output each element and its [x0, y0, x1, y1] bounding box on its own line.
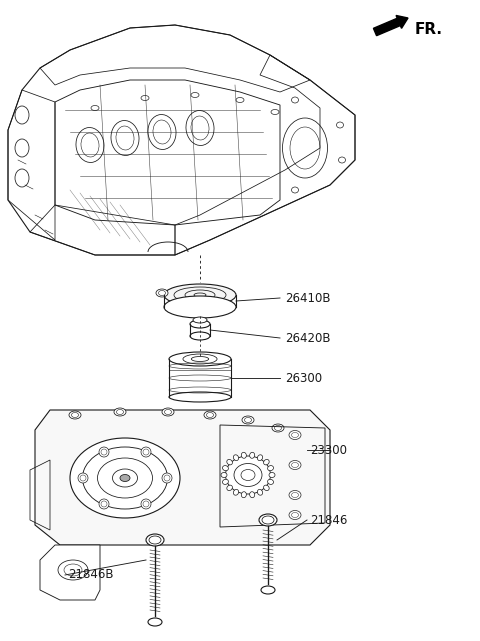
Ellipse shape — [69, 411, 81, 419]
Ellipse shape — [241, 492, 246, 497]
Ellipse shape — [289, 460, 301, 469]
Ellipse shape — [250, 453, 255, 458]
Ellipse shape — [236, 97, 244, 103]
Text: 21846B: 21846B — [68, 569, 113, 581]
Ellipse shape — [226, 456, 271, 494]
Ellipse shape — [223, 465, 228, 470]
Ellipse shape — [227, 460, 232, 465]
Ellipse shape — [241, 453, 246, 458]
Ellipse shape — [114, 408, 126, 416]
Ellipse shape — [242, 416, 254, 424]
Text: 26300: 26300 — [285, 372, 322, 385]
Ellipse shape — [336, 122, 344, 128]
Ellipse shape — [289, 490, 301, 499]
Ellipse shape — [259, 514, 277, 526]
Polygon shape — [35, 410, 330, 545]
Ellipse shape — [233, 490, 239, 495]
Ellipse shape — [204, 411, 216, 419]
Ellipse shape — [15, 169, 29, 187]
Ellipse shape — [190, 332, 210, 340]
Ellipse shape — [291, 97, 299, 103]
Polygon shape — [40, 545, 100, 600]
Text: 26420B: 26420B — [285, 331, 331, 344]
Text: 23300: 23300 — [310, 444, 347, 456]
Ellipse shape — [148, 618, 162, 626]
Circle shape — [99, 447, 109, 457]
Ellipse shape — [269, 472, 275, 478]
Ellipse shape — [227, 485, 232, 490]
Ellipse shape — [338, 157, 346, 163]
Ellipse shape — [70, 438, 180, 518]
Ellipse shape — [261, 586, 275, 594]
Text: 26410B: 26410B — [285, 292, 331, 304]
Ellipse shape — [221, 472, 227, 478]
Ellipse shape — [120, 474, 130, 481]
Circle shape — [99, 499, 109, 509]
Ellipse shape — [191, 92, 199, 97]
Ellipse shape — [268, 479, 274, 485]
Text: FR.: FR. — [415, 22, 443, 37]
Ellipse shape — [271, 110, 279, 115]
Ellipse shape — [156, 289, 168, 297]
Ellipse shape — [268, 465, 274, 470]
Circle shape — [141, 499, 151, 509]
Ellipse shape — [193, 317, 207, 323]
Ellipse shape — [291, 187, 299, 193]
Ellipse shape — [146, 534, 164, 546]
FancyArrow shape — [373, 15, 408, 36]
Ellipse shape — [289, 510, 301, 519]
Ellipse shape — [264, 460, 269, 465]
Ellipse shape — [233, 455, 239, 461]
Ellipse shape — [141, 96, 149, 101]
Ellipse shape — [272, 424, 284, 432]
Ellipse shape — [190, 320, 210, 328]
Text: 21846: 21846 — [310, 513, 348, 526]
Ellipse shape — [15, 139, 29, 157]
Ellipse shape — [257, 455, 263, 461]
Ellipse shape — [164, 284, 236, 306]
Ellipse shape — [257, 490, 263, 495]
Ellipse shape — [223, 479, 228, 485]
Circle shape — [78, 473, 88, 483]
Ellipse shape — [169, 392, 231, 402]
Circle shape — [162, 473, 172, 483]
Ellipse shape — [264, 485, 269, 490]
Ellipse shape — [289, 431, 301, 440]
Ellipse shape — [250, 492, 255, 497]
Circle shape — [141, 447, 151, 457]
Ellipse shape — [91, 106, 99, 110]
Ellipse shape — [15, 106, 29, 124]
Ellipse shape — [162, 408, 174, 416]
Ellipse shape — [169, 352, 231, 366]
Ellipse shape — [164, 296, 236, 318]
